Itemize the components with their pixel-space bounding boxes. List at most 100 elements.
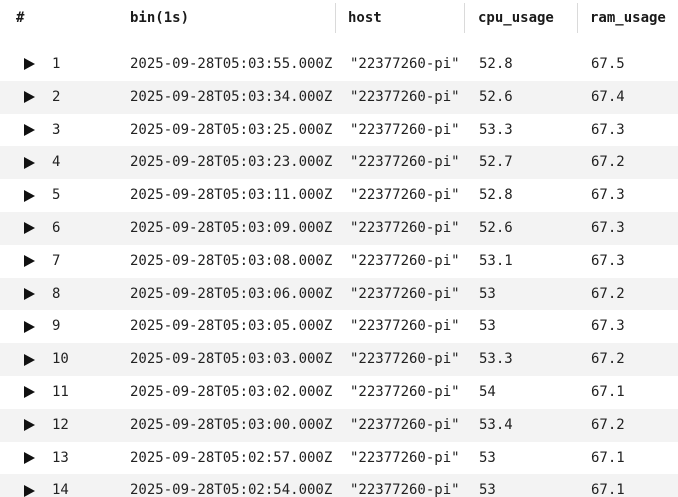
table-row[interactable]: 8 2025-09-28T05:03:06.000Z "22377260-pi" 53… <box>0 277 678 311</box>
expand-row-icon[interactable] <box>24 451 35 464</box>
row-index-cell: 9 <box>52 318 61 335</box>
expand-row-icon[interactable] <box>24 189 35 202</box>
ram-usage-cell: 67.1 <box>591 449 625 466</box>
cpu-usage-cell: 52.8 <box>479 187 513 204</box>
bin-cell: 2025-09-28T05:03:02.000Z <box>130 383 333 400</box>
cpu-usage-cell: 53 <box>479 318 496 335</box>
expand-row-icon[interactable] <box>24 484 35 497</box>
cpu-usage-cell: 52.6 <box>479 219 513 236</box>
host-cell: "22377260-pi" <box>350 482 460 497</box>
row-index-cell: 8 <box>52 285 61 302</box>
table-row[interactable]: 11 2025-09-28T05:03:02.000Z "22377260-pi" 5… <box>0 375 678 409</box>
cpu-usage-cell: 53 <box>479 285 496 302</box>
ram-usage-cell: 67.3 <box>591 219 625 236</box>
ram-usage-cell: 67.5 <box>591 56 625 72</box>
table-row[interactable]: 12 2025-09-28T05:03:00.000Z "22377260-pi" 5… <box>0 408 678 442</box>
host-cell: "22377260-pi" <box>350 318 460 335</box>
row-index-cell: 14 <box>52 482 69 497</box>
bin-cell: 2025-09-28T05:03:23.000Z <box>130 154 333 171</box>
bin-cell: 2025-09-28T05:03:09.000Z <box>130 219 333 236</box>
ram-usage-cell: 67.3 <box>591 121 625 138</box>
column-header-host[interactable]: host <box>348 10 382 26</box>
table-row[interactable]: 14 2025-09-28T05:02:54.000Z "22377260-pi" 5… <box>0 474 678 497</box>
table-row[interactable]: 4 2025-09-28T05:03:23.000Z "22377260-pi" 52… <box>0 146 678 180</box>
cpu-usage-cell: 52.8 <box>479 56 513 72</box>
expand-row-icon[interactable] <box>24 123 35 136</box>
bin-cell: 2025-09-28T05:03:00.000Z <box>130 416 333 433</box>
expand-row-icon[interactable] <box>24 320 35 333</box>
row-index-cell: 10 <box>52 351 69 368</box>
column-resize-handle[interactable] <box>577 3 578 33</box>
column-header-bin[interactable]: bin(1s) <box>130 10 190 26</box>
row-index-cell: 12 <box>52 416 69 433</box>
host-cell: "22377260-pi" <box>350 56 460 72</box>
ram-usage-cell: 67.2 <box>591 416 625 433</box>
expand-row-icon[interactable] <box>24 386 35 399</box>
table-row[interactable]: 1 2025-09-28T05:03:55.000Z "22377260-pi" 52… <box>0 48 678 81</box>
bin-cell: 2025-09-28T05:02:57.000Z <box>130 449 333 466</box>
host-cell: "22377260-pi" <box>350 154 460 171</box>
ram-usage-cell: 67.3 <box>591 252 625 269</box>
ram-usage-cell: 67.1 <box>591 383 625 400</box>
ram-usage-cell: 67.2 <box>591 154 625 171</box>
expand-row-icon[interactable] <box>24 222 35 235</box>
expand-row-icon[interactable] <box>24 58 35 71</box>
cpu-usage-cell: 52.7 <box>479 154 513 171</box>
bin-cell: 2025-09-28T05:03:25.000Z <box>130 121 333 138</box>
ram-usage-cell: 67.3 <box>591 318 625 335</box>
column-resize-handle[interactable] <box>335 3 336 33</box>
table-row[interactable]: 3 2025-09-28T05:03:25.000Z "22377260-pi" 53… <box>0 113 678 147</box>
expand-row-icon[interactable] <box>24 353 35 366</box>
ram-usage-cell: 67.4 <box>591 88 625 105</box>
host-cell: "22377260-pi" <box>350 449 460 466</box>
bin-cell: 2025-09-28T05:03:06.000Z <box>130 285 333 302</box>
host-cell: "22377260-pi" <box>350 187 460 204</box>
row-index-cell: 3 <box>52 121 61 138</box>
table-row[interactable]: 10 2025-09-28T05:03:03.000Z "22377260-pi" 5… <box>0 343 678 376</box>
ram-usage-cell: 67.2 <box>591 351 625 368</box>
host-cell: "22377260-pi" <box>350 416 460 433</box>
column-header-index[interactable]: # <box>16 10 25 26</box>
table-row[interactable]: 6 2025-09-28T05:03:09.000Z "22377260-pi" 52… <box>0 211 678 245</box>
column-header-ram-usage[interactable]: ram_usage <box>590 10 666 26</box>
cpu-usage-cell: 53.4 <box>479 416 513 433</box>
ram-usage-cell: 67.1 <box>591 482 625 497</box>
cpu-usage-cell: 53.1 <box>479 252 513 269</box>
expand-row-icon[interactable] <box>24 91 35 104</box>
table-row[interactable]: 13 2025-09-28T05:02:57.000Z "22377260-pi" 5… <box>0 441 678 475</box>
bin-cell: 2025-09-28T05:03:11.000Z <box>130 187 333 204</box>
bin-cell: 2025-09-28T05:03:03.000Z <box>130 351 333 368</box>
expand-row-icon[interactable] <box>24 255 35 268</box>
cpu-usage-cell: 53.3 <box>479 351 513 368</box>
column-resize-handle[interactable] <box>464 3 465 33</box>
table-row[interactable]: 5 2025-09-28T05:03:11.000Z "22377260-pi" 52… <box>0 179 678 212</box>
row-index-cell: 13 <box>52 449 69 466</box>
table-row[interactable]: 9 2025-09-28T05:03:05.000Z "22377260-pi" 53… <box>0 310 678 344</box>
expand-row-icon[interactable] <box>24 419 35 432</box>
cpu-usage-cell: 53 <box>479 482 496 497</box>
host-cell: "22377260-pi" <box>350 351 460 368</box>
expand-row-icon[interactable] <box>24 156 35 169</box>
table-row[interactable]: 2 2025-09-28T05:03:34.000Z "22377260-pi" 52… <box>0 80 678 114</box>
ram-usage-cell: 67.2 <box>591 285 625 302</box>
row-index-cell: 11 <box>52 383 69 400</box>
row-index-cell: 4 <box>52 154 61 171</box>
table-header: # bin(1s) host cpu_usage ram_usage <box>0 0 678 36</box>
cpu-usage-cell: 54 <box>479 383 496 400</box>
table-body: 1 2025-09-28T05:03:55.000Z "22377260-pi" 52… <box>0 48 678 497</box>
bin-cell: 2025-09-28T05:02:54.000Z <box>130 482 333 497</box>
host-cell: "22377260-pi" <box>350 383 460 400</box>
bin-cell: 2025-09-28T05:03:55.000Z <box>130 56 333 72</box>
ram-usage-cell: 67.3 <box>591 187 625 204</box>
table-row[interactable]: 7 2025-09-28T05:03:08.000Z "22377260-pi" 53… <box>0 244 678 278</box>
host-cell: "22377260-pi" <box>350 252 460 269</box>
bin-cell: 2025-09-28T05:03:05.000Z <box>130 318 333 335</box>
column-header-cpu-usage[interactable]: cpu_usage <box>478 10 554 26</box>
host-cell: "22377260-pi" <box>350 88 460 105</box>
row-index-cell: 5 <box>52 187 61 204</box>
host-cell: "22377260-pi" <box>350 285 460 302</box>
cpu-usage-cell: 53 <box>479 449 496 466</box>
expand-row-icon[interactable] <box>24 287 35 300</box>
row-index-cell: 7 <box>52 252 61 269</box>
